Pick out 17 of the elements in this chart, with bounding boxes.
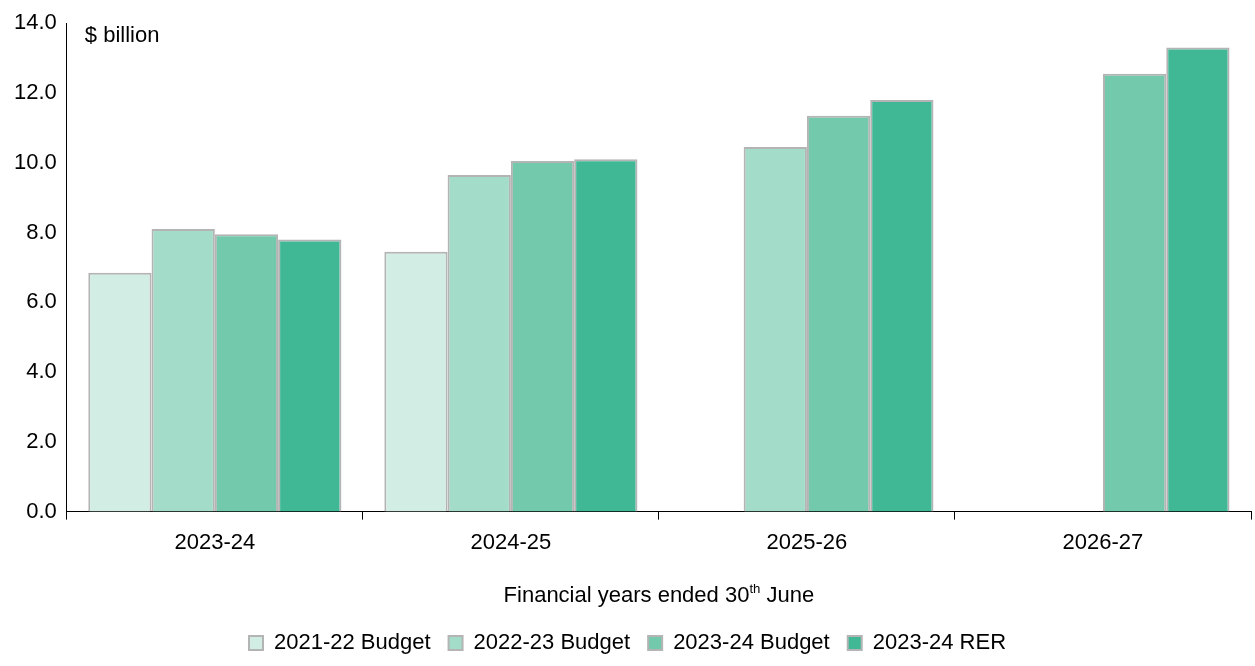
x-tick-label: 2025-26 <box>766 528 848 554</box>
x-tick-label: 2026-27 <box>1062 528 1144 554</box>
y-tick-label: 6.0 <box>26 288 57 314</box>
legend-label: 2022-23 Budget <box>473 629 631 655</box>
y-tick-label: 8.0 <box>26 218 57 244</box>
legend-label: 2023-24 RER <box>872 629 1007 655</box>
y-tick-label: 14.0 <box>13 9 57 35</box>
y-tick-label: 10.0 <box>13 148 57 174</box>
y-tick-label: 12.0 <box>13 79 57 105</box>
legend-label: 2023-24 Budget <box>673 629 830 655</box>
x-tick-label: 2024-25 <box>470 528 552 554</box>
legend-label: 2021-22 Budget <box>273 629 431 655</box>
y-tick-label: 4.0 <box>26 358 57 384</box>
y-tick-label: 2.0 <box>26 427 57 453</box>
y-tick-label: 0.0 <box>26 497 57 523</box>
x-tick-label: 2023-24 <box>174 528 256 554</box>
y-axis-title: $ billion <box>84 22 160 48</box>
